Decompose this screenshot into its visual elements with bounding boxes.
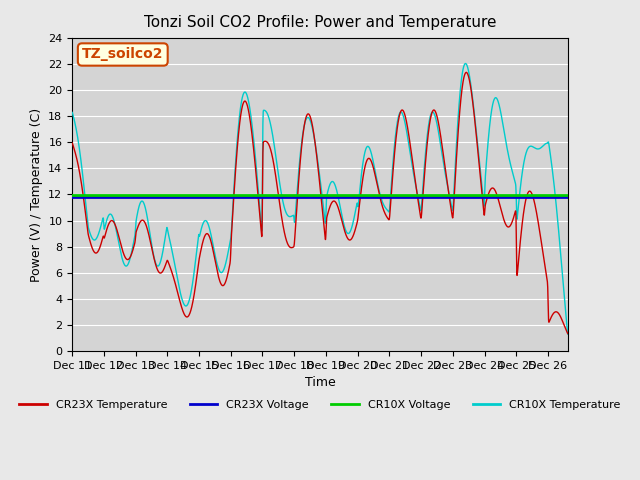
Legend: CR23X Temperature, CR23X Voltage, CR10X Voltage, CR10X Temperature: CR23X Temperature, CR23X Voltage, CR10X …	[15, 395, 625, 414]
Text: TZ_soilco2: TZ_soilco2	[82, 48, 164, 61]
Title: Tonzi Soil CO2 Profile: Power and Temperature: Tonzi Soil CO2 Profile: Power and Temper…	[144, 15, 496, 30]
X-axis label: Time: Time	[305, 376, 335, 389]
Y-axis label: Power (V) / Temperature (C): Power (V) / Temperature (C)	[29, 108, 43, 282]
